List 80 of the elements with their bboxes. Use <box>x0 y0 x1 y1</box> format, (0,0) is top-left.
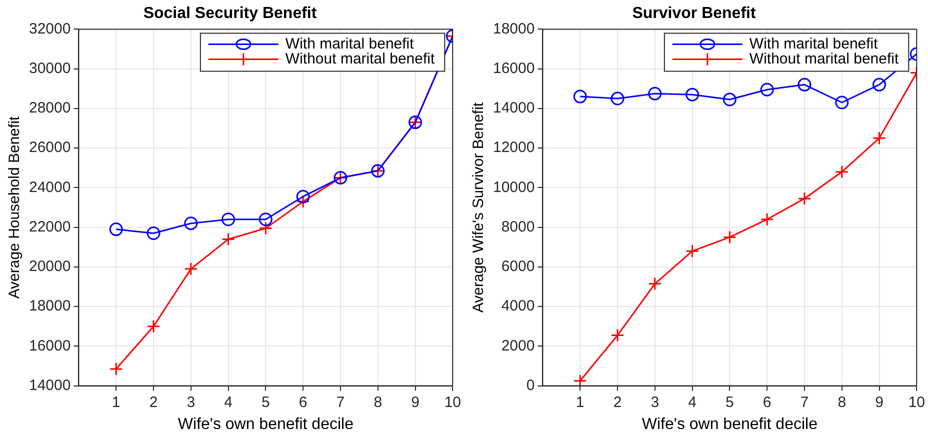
x-tick-label: 3 <box>186 394 196 411</box>
x-tick-label: 5 <box>726 394 734 411</box>
point <box>296 190 310 204</box>
y-tick-label: 12000 <box>492 139 535 156</box>
legend-label: With marital benefit <box>749 35 879 52</box>
point <box>573 374 587 386</box>
y-tick-label: 14000 <box>492 100 535 117</box>
y-tick-label: 2000 <box>501 337 535 354</box>
point <box>798 78 812 92</box>
x-axis-title: Wife's own benefit decile <box>178 416 354 433</box>
point <box>573 90 587 104</box>
point <box>222 232 236 246</box>
point <box>872 131 886 145</box>
y-tick-label: 0 <box>526 376 535 394</box>
point <box>610 328 624 342</box>
x-tick-label: 1 <box>576 394 584 411</box>
x-tick-label: 8 <box>838 394 846 411</box>
point <box>258 222 272 236</box>
point <box>648 86 662 100</box>
y-tick-label: 18000 <box>492 20 535 38</box>
x-tick-label: 7 <box>800 394 809 411</box>
point <box>648 277 662 291</box>
legend-label: Without marital benefit <box>749 50 900 68</box>
y-tick-label: 20000 <box>28 258 71 276</box>
x-tick-label: 8 <box>374 394 382 411</box>
point <box>146 320 160 334</box>
legend-label: With marital benefit <box>285 35 415 52</box>
x-tick-label: 7 <box>336 394 345 411</box>
y-tick-label: 16000 <box>492 60 535 77</box>
y-axis-title: Average Wife's Survivor Benefit <box>470 102 488 313</box>
y-tick-label: 16000 <box>28 337 71 354</box>
point <box>760 82 774 96</box>
y-tick-label: 18000 <box>28 298 71 315</box>
chart-title: Survivor Benefit <box>632 5 756 22</box>
x-tick-label: 5 <box>262 394 270 411</box>
point <box>184 216 198 230</box>
x-tick-label: 2 <box>613 394 622 411</box>
chart-title: Social Security Benefit <box>143 5 318 22</box>
y-tick-label: 30000 <box>28 60 71 77</box>
x-tick-label: 6 <box>298 394 308 411</box>
y-axis-title: Average Household Benefit <box>6 115 24 299</box>
point <box>835 96 849 110</box>
y-tick-label: 32000 <box>28 20 71 38</box>
y-tick-label: 4000 <box>501 298 535 315</box>
point <box>686 244 700 258</box>
point <box>146 226 160 240</box>
point <box>296 194 310 208</box>
x-tick-label: 9 <box>875 394 884 411</box>
y-tick-label: 22000 <box>28 218 71 236</box>
x-tick-label: 3 <box>650 394 660 411</box>
point <box>872 78 886 92</box>
y-tick-label: 28000 <box>28 100 71 117</box>
x-tick-label: 10 <box>444 394 461 411</box>
x-tick-label: 6 <box>762 394 772 411</box>
x-tick-label: 1 <box>112 394 120 411</box>
point <box>722 230 736 244</box>
y-tick-label: 26000 <box>28 139 71 156</box>
point <box>222 212 236 226</box>
point <box>184 262 198 276</box>
point <box>835 165 849 179</box>
point <box>610 92 624 106</box>
x-tick-label: 4 <box>688 394 696 411</box>
y-tick-label: 6000 <box>501 258 535 276</box>
point <box>686 88 700 102</box>
point <box>798 192 812 206</box>
x-tick-label: 4 <box>224 394 232 411</box>
y-tick-label: 24000 <box>28 178 71 196</box>
legend-label: Without marital benefit <box>285 50 436 68</box>
x-tick-label: 10 <box>908 394 925 411</box>
point <box>109 222 123 236</box>
y-tick-label: 14000 <box>28 376 71 394</box>
point <box>760 212 774 226</box>
point <box>722 92 736 106</box>
point <box>258 212 272 226</box>
x-tick-label: 9 <box>411 394 420 411</box>
y-tick-label: 10000 <box>492 178 535 196</box>
x-tick-label: 2 <box>149 394 158 411</box>
x-axis-title: Wife's own benefit decile <box>642 416 818 433</box>
point <box>109 362 123 376</box>
y-tick-label: 8000 <box>501 218 535 236</box>
